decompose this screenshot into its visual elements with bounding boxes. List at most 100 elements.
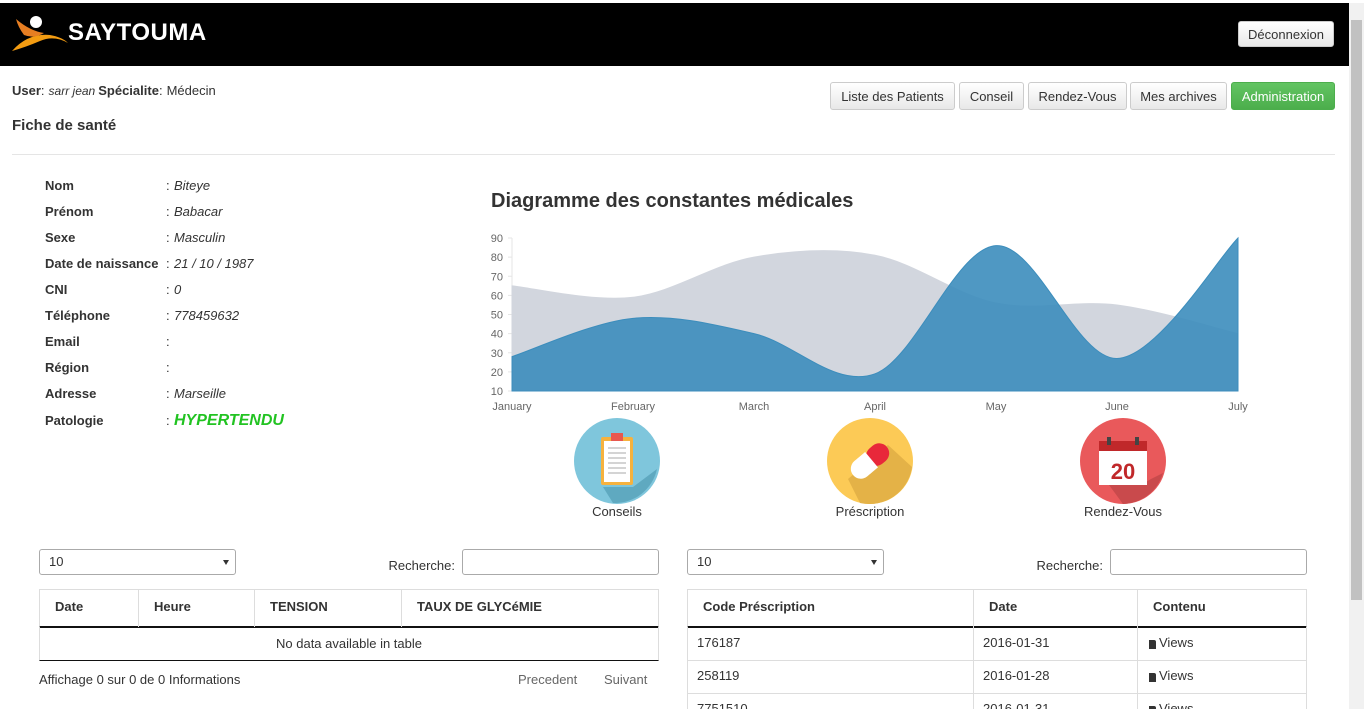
table-cell: 2016-01-28	[983, 668, 1050, 683]
page-title: Fiche de santé	[12, 117, 117, 134]
y-tick-label: 90	[491, 233, 503, 245]
nav-button[interactable]: Conseil	[959, 82, 1024, 110]
area	[511, 236, 1239, 392]
x-tick-label: July	[1228, 401, 1248, 413]
field-value: Marseille	[174, 386, 227, 401]
table-row	[687, 627, 1307, 661]
view-link[interactable]: Views	[1159, 701, 1194, 709]
column-header: TAUX DE GLYCéMIE	[417, 599, 542, 614]
header: SAYTOUMA Déconnexion	[0, 3, 1349, 66]
field-label: Nom	[45, 178, 74, 193]
length-select[interactable]: 10	[39, 549, 236, 575]
doc-icon	[1149, 673, 1156, 682]
column-header: Date	[989, 599, 1018, 614]
scrollbar-thumb[interactable]	[1351, 20, 1362, 600]
specialty: Médecin	[166, 83, 216, 98]
search-label: Recherche:	[1036, 558, 1103, 573]
x-tick-label: April	[864, 401, 886, 413]
icon-shadow	[848, 445, 912, 505]
column-header: Code Préscription	[703, 599, 815, 614]
column-border	[973, 660, 974, 693]
y-tick-label: 80	[491, 252, 503, 264]
prev-button[interactable]: Precedent	[518, 672, 578, 687]
table-row	[687, 693, 1307, 709]
separator: :	[166, 256, 170, 271]
pill-mid	[857, 452, 878, 474]
view-link[interactable]: Views	[1159, 635, 1194, 650]
separator: :	[166, 334, 170, 349]
table-info: Affichage 0 sur 0 de 0 Informations	[39, 672, 241, 687]
field-label: Date de naissance	[45, 256, 159, 271]
column-border	[973, 590, 974, 627]
search-input[interactable]	[1110, 549, 1307, 575]
nav-button[interactable]: Mes archives	[1130, 82, 1227, 110]
x-tick-label: February	[611, 401, 656, 413]
logo-text: SAYTOUMA	[68, 19, 207, 46]
table-cell: 2016-01-31	[983, 635, 1050, 650]
x-tick-label: January	[492, 401, 532, 413]
separator: :	[158, 83, 163, 98]
search-input[interactable]	[462, 549, 659, 575]
column-header: Heure	[154, 599, 191, 614]
logo-swoosh	[12, 34, 68, 51]
column-border	[401, 590, 402, 627]
search-label: Recherche:	[388, 558, 455, 573]
pathology-value: HYPERTENDU	[174, 412, 284, 429]
table-cell: 7751510	[697, 701, 748, 709]
pill	[850, 443, 890, 479]
separator: :	[166, 204, 170, 219]
shortcut-label[interactable]: Rendez-Vous	[1083, 504, 1163, 519]
table-header	[687, 589, 1307, 628]
y-tick-label: 10	[491, 386, 503, 398]
separator: :	[166, 178, 170, 193]
x-tick-label: May	[986, 401, 1007, 413]
separator: :	[40, 83, 45, 98]
nav-button[interactable]: Administration	[1231, 82, 1335, 110]
field-label: Email	[45, 334, 80, 349]
user-info: User: sarr jean Spécialite: Médecin	[12, 82, 412, 100]
y-tick-label: 50	[491, 310, 503, 322]
field-value: 0	[174, 282, 182, 297]
field-value: 21 / 10 / 1987	[174, 256, 254, 271]
field-value: Masculin	[174, 230, 226, 245]
column-header: Date	[55, 599, 84, 614]
nav-button[interactable]: Liste des Patients	[830, 82, 955, 110]
table-row	[39, 627, 659, 661]
column-border	[973, 627, 974, 660]
separator: :	[166, 308, 170, 323]
calendar-ring	[1107, 437, 1111, 445]
column-header: TENSION	[270, 599, 328, 614]
calendar-day: 20	[1111, 459, 1135, 484]
y-tick-label: 70	[491, 271, 503, 283]
logo-swoosh	[16, 19, 44, 37]
user-label: User	[12, 83, 41, 98]
column-header: Contenu	[1153, 599, 1206, 614]
separator: :	[166, 386, 170, 401]
next-button[interactable]: Suivant	[604, 672, 648, 687]
shortcut-label[interactable]: Préscription	[835, 504, 905, 519]
doc-icon	[1149, 640, 1156, 649]
field-value: Biteye	[174, 178, 211, 193]
column-border	[1137, 660, 1138, 693]
logout-button[interactable]: Déconnexion	[1238, 21, 1334, 47]
calendar-top	[1099, 441, 1147, 451]
x-tick-label: June	[1105, 401, 1129, 413]
y-tick-label: 30	[491, 348, 503, 360]
shortcut-icon: 20	[1080, 418, 1166, 504]
separator: :	[166, 413, 170, 428]
field-label: Adresse	[45, 386, 97, 401]
calendar-ring	[1135, 437, 1139, 445]
field-label: Patologie	[45, 413, 104, 428]
nav-button[interactable]: Rendez-Vous	[1028, 82, 1127, 110]
column-border	[973, 693, 974, 709]
y-tick-label: 20	[491, 367, 503, 379]
field-value: 778459632	[174, 308, 240, 323]
specialty-label: Spécialite	[98, 83, 159, 98]
logo-icon	[12, 16, 68, 51]
length-select[interactable]: 10	[687, 549, 884, 575]
separator: :	[166, 230, 170, 245]
empty-message: No data available in table	[276, 636, 422, 651]
shortcut-label[interactable]: Conseils	[592, 504, 642, 519]
view-link[interactable]: Views	[1159, 668, 1194, 683]
